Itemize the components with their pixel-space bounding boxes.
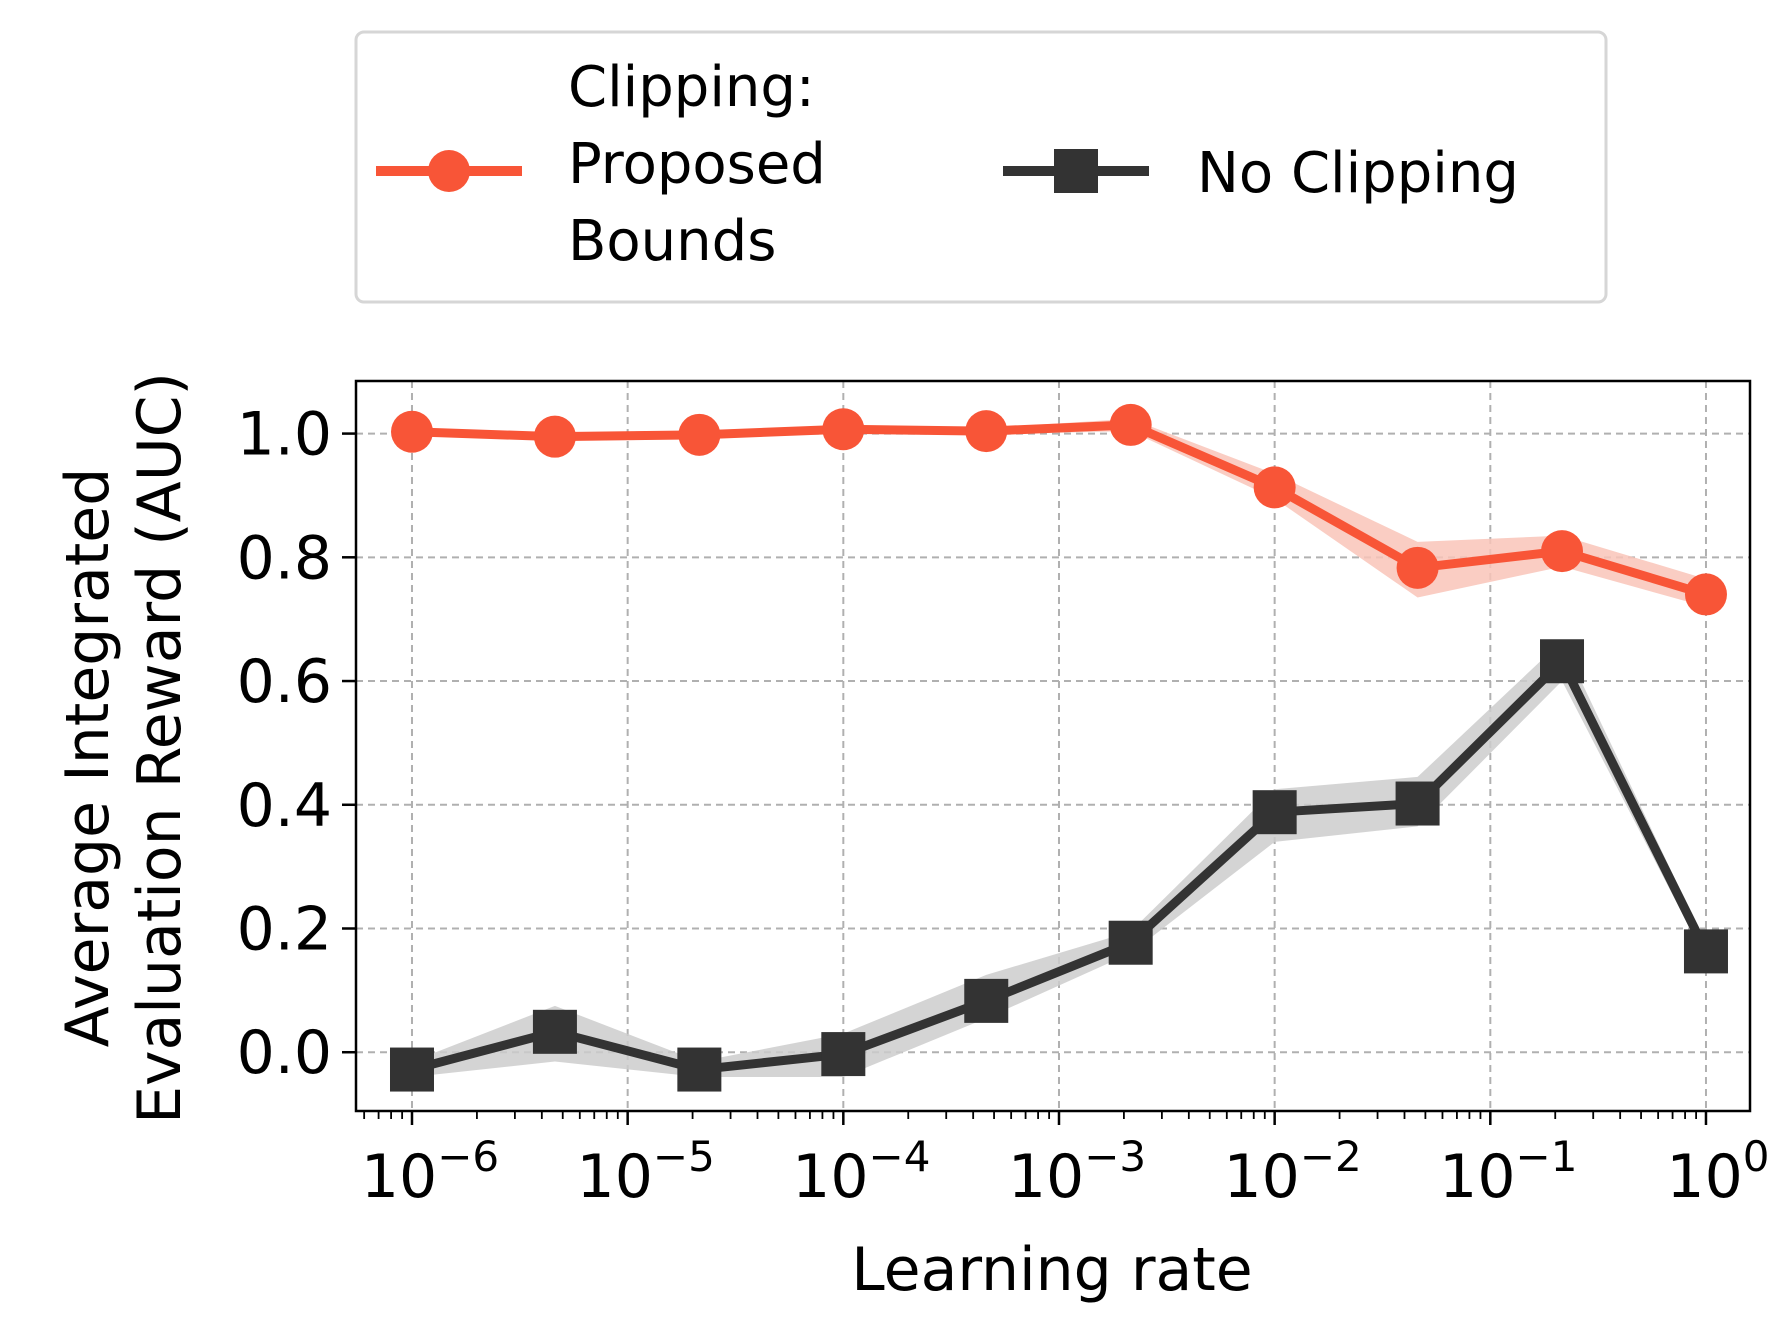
data-point (389, 1047, 434, 1092)
x-tick-label: 10−1 (1439, 1132, 1577, 1212)
y-tick-label: 0.4 (237, 771, 332, 841)
data-point (678, 413, 721, 456)
x-axis-ticks: 10−6 10−5 10−4 10−3 10−2 10−1 100 (361, 1111, 1770, 1212)
data-point (1541, 530, 1584, 573)
data-point (533, 415, 576, 458)
data-point (1683, 929, 1728, 974)
data-point (1540, 639, 1585, 684)
legend-marker-no-clipping (1054, 149, 1098, 193)
y-tick-label: 0.0 (237, 1018, 332, 1088)
data-point (1395, 781, 1440, 826)
data-point (821, 1032, 866, 1077)
y-axis-label: Average Integrated Evaluation Reward (AU… (53, 372, 195, 1124)
x-tick-label: 10−6 (361, 1132, 499, 1212)
legend-label-clipping-line3: Bounds (568, 209, 776, 274)
legend-entry-no-clipping: No Clipping (1003, 141, 1519, 206)
legend-marker-clipping (428, 150, 470, 192)
y-tick-label: 1.0 (237, 400, 332, 470)
data-point (964, 978, 1009, 1023)
data-point (1253, 466, 1296, 509)
series-markers (389, 403, 1728, 1092)
series-line (411, 420, 1708, 599)
x-tick-label: 10−4 (792, 1132, 930, 1212)
confidence-band (411, 418, 1706, 607)
x-axis-label: Learning rate (851, 1235, 1252, 1305)
plot-frame (354, 379, 1752, 1113)
legend-label-clipping-line2: Proposed (568, 132, 826, 197)
x-tick-label: 10−3 (1008, 1132, 1146, 1212)
legend: Clipping: Proposed Bounds No Clipping (354, 30, 1608, 304)
x-tick-label: 10−5 (577, 1132, 715, 1212)
data-point (1108, 920, 1153, 965)
data-point (390, 410, 433, 453)
y-axis-label-line2: Evaluation Reward (AUC) (125, 372, 195, 1124)
y-axis-label-line1: Average Integrated (53, 468, 123, 1048)
y-axis-ticks: 0.0 0.2 0.4 0.6 0.8 1.0 (237, 400, 356, 1088)
data-point (1684, 573, 1727, 616)
y-tick-label: 0.2 (237, 895, 332, 965)
legend-entry-clipping: Clipping: Proposed Bounds (376, 55, 844, 274)
data-point (1252, 790, 1297, 835)
x-tick-label: 100 (1666, 1132, 1769, 1212)
series-line (410, 656, 1711, 1075)
series-lines (410, 420, 1711, 1075)
data-point (532, 1009, 577, 1054)
y-tick-label: 0.8 (237, 523, 332, 593)
legend-frame (354, 30, 1608, 304)
legend-label-clipping-line1: Clipping: (568, 55, 815, 120)
x-tick-label: 10−2 (1224, 1132, 1362, 1212)
grid (356, 381, 1750, 1111)
data-point (677, 1047, 722, 1092)
data-point (1396, 546, 1439, 589)
y-tick-label: 0.6 (237, 647, 332, 717)
data-point (822, 408, 865, 451)
legend-label-clipping: Clipping: Proposed Bounds (568, 55, 844, 274)
data-point (1109, 403, 1152, 446)
data-point (965, 410, 1008, 453)
legend-label-no-clipping: No Clipping (1197, 141, 1519, 206)
